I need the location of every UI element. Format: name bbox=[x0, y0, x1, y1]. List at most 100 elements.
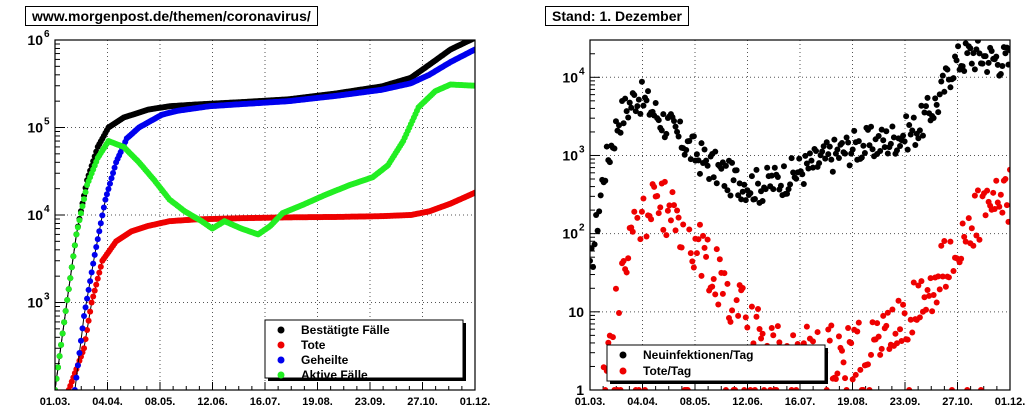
data-point bbox=[690, 133, 697, 140]
data-point bbox=[64, 297, 71, 304]
data-point bbox=[732, 387, 739, 390]
data-point bbox=[945, 274, 952, 281]
data-point bbox=[99, 212, 106, 219]
data-point bbox=[923, 103, 929, 110]
data-point bbox=[846, 162, 853, 169]
data-point bbox=[722, 162, 729, 169]
legend-label: Aktive Fälle bbox=[301, 368, 368, 382]
data-point bbox=[974, 187, 981, 194]
data-point bbox=[751, 195, 758, 202]
data-point bbox=[968, 60, 975, 67]
data-point bbox=[68, 264, 75, 271]
data-point bbox=[868, 351, 875, 358]
data-point bbox=[85, 317, 92, 324]
data-point bbox=[889, 306, 896, 313]
data-point bbox=[82, 189, 89, 196]
legend-label: Geheilte bbox=[301, 353, 349, 367]
data-point bbox=[971, 192, 978, 199]
data-point bbox=[919, 132, 926, 139]
x-tick-label: 01.03. bbox=[575, 396, 606, 408]
y-tick-label: 10 bbox=[27, 120, 43, 136]
x-tick-label: 08.05. bbox=[145, 396, 176, 408]
data-point bbox=[878, 345, 885, 352]
data-point bbox=[839, 139, 845, 146]
data-point bbox=[887, 140, 894, 147]
data-point bbox=[933, 299, 940, 306]
data-point bbox=[997, 70, 1004, 77]
data-point bbox=[591, 241, 598, 248]
data-point bbox=[672, 123, 679, 130]
data-point bbox=[742, 197, 749, 204]
data-point bbox=[87, 278, 94, 285]
data-point bbox=[680, 221, 687, 228]
data-point bbox=[660, 111, 667, 118]
series-0 bbox=[590, 40, 1010, 271]
y-tick-exponent: 3 bbox=[579, 144, 585, 155]
data-point bbox=[638, 208, 645, 215]
data-point bbox=[869, 146, 876, 153]
data-point bbox=[988, 48, 995, 55]
data-point bbox=[700, 232, 707, 239]
data-point bbox=[622, 95, 629, 102]
data-point bbox=[730, 177, 737, 184]
data-point bbox=[860, 142, 867, 149]
data-point bbox=[958, 255, 965, 262]
data-point bbox=[602, 177, 609, 184]
x-tick-label: 01.12. bbox=[995, 396, 1026, 408]
data-point bbox=[780, 163, 787, 170]
data-point bbox=[822, 155, 829, 162]
data-point bbox=[675, 214, 682, 221]
data-point bbox=[773, 387, 780, 390]
data-point bbox=[881, 144, 888, 151]
data-point bbox=[941, 88, 948, 95]
legend-marker bbox=[619, 367, 627, 375]
data-point bbox=[674, 128, 681, 135]
data-point bbox=[59, 330, 66, 337]
data-point bbox=[828, 156, 835, 163]
data-point bbox=[835, 333, 842, 340]
data-point bbox=[788, 387, 795, 390]
legend-label: Neuinfektionen/Tag bbox=[643, 348, 753, 362]
data-point bbox=[666, 202, 673, 209]
y-tick-label: 10 bbox=[27, 295, 43, 311]
data-point bbox=[628, 104, 635, 111]
data-point bbox=[802, 152, 809, 159]
data-point bbox=[1007, 166, 1010, 173]
data-point bbox=[959, 220, 966, 227]
data-point bbox=[721, 182, 728, 189]
y-tick-label: 1 bbox=[576, 382, 584, 398]
data-point bbox=[921, 294, 928, 301]
data-point bbox=[655, 117, 662, 124]
data-point bbox=[883, 128, 890, 135]
data-point bbox=[683, 146, 690, 153]
data-point bbox=[690, 264, 697, 271]
legend-marker bbox=[277, 326, 285, 334]
x-tick-label: 27.10. bbox=[407, 396, 438, 408]
data-point bbox=[893, 340, 900, 347]
data-point bbox=[770, 332, 777, 339]
data-point bbox=[947, 238, 954, 245]
data-point bbox=[674, 207, 681, 214]
data-point bbox=[596, 208, 603, 215]
data-point bbox=[935, 109, 942, 116]
data-point bbox=[93, 281, 100, 288]
data-point bbox=[959, 63, 966, 70]
data-point bbox=[90, 293, 97, 300]
data-point bbox=[61, 319, 68, 326]
data-point bbox=[669, 189, 676, 196]
data-point bbox=[96, 269, 103, 276]
data-point bbox=[839, 347, 845, 354]
data-point bbox=[842, 375, 849, 382]
data-point bbox=[803, 160, 810, 167]
plot-area bbox=[55, 40, 475, 390]
data-point bbox=[904, 336, 911, 343]
x-tick-label: 01.03. bbox=[40, 396, 71, 408]
data-point bbox=[65, 286, 72, 293]
data-point bbox=[875, 132, 882, 139]
data-point bbox=[56, 353, 63, 360]
data-point bbox=[875, 333, 882, 340]
data-point bbox=[923, 306, 929, 313]
data-point bbox=[67, 275, 74, 282]
data-point bbox=[709, 283, 716, 290]
